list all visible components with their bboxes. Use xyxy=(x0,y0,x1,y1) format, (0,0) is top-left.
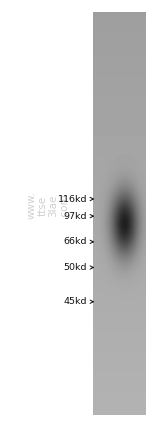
Text: 50kd: 50kd xyxy=(63,263,87,272)
Text: 97kd: 97kd xyxy=(63,211,87,221)
Text: 45kd: 45kd xyxy=(63,297,87,306)
Text: www.
ttse
3lae
.com: www. ttse 3lae .com xyxy=(27,191,69,220)
Text: 66kd: 66kd xyxy=(63,237,87,247)
Text: 116kd: 116kd xyxy=(57,194,87,204)
